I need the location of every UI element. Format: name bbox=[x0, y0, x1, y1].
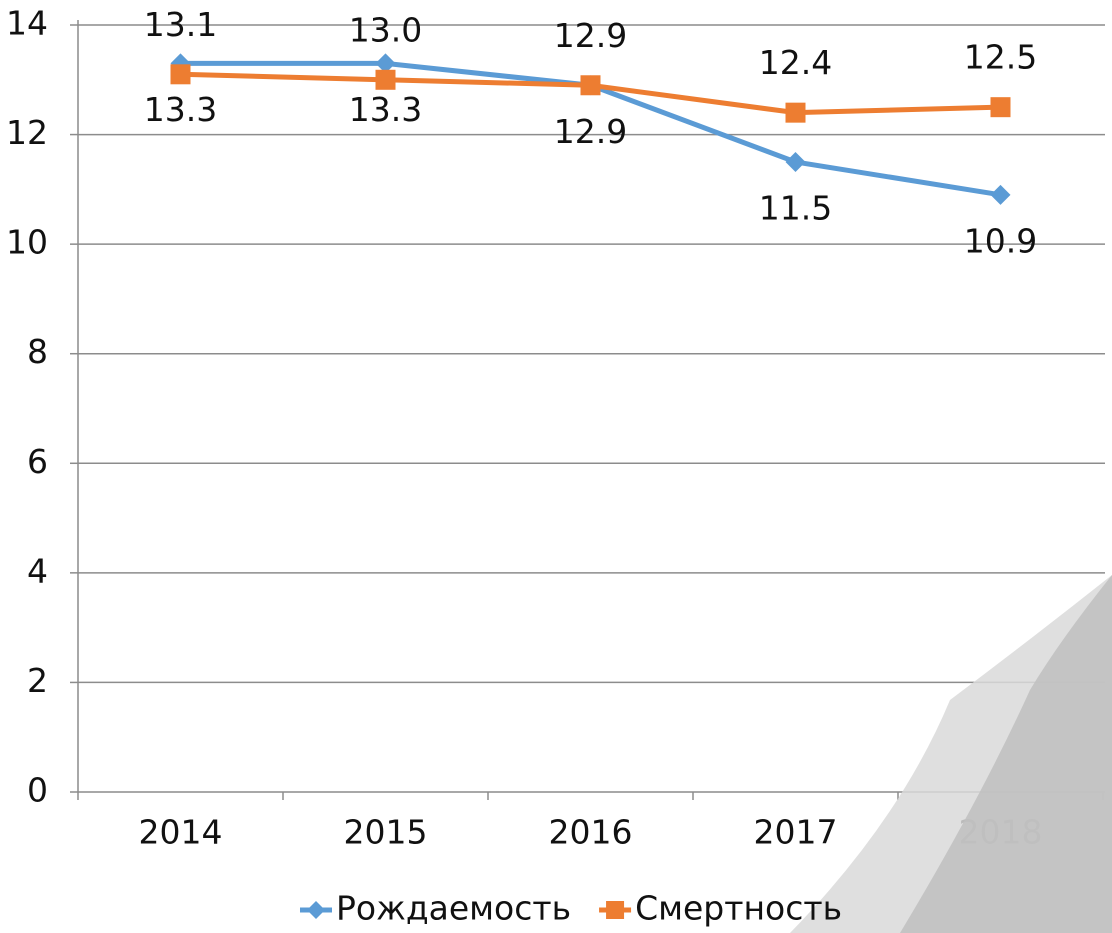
data-label: 12.9 bbox=[554, 112, 627, 151]
point bbox=[786, 152, 806, 172]
y-tick-label: 0 bbox=[27, 771, 48, 810]
data-label: 13.0 bbox=[349, 10, 422, 49]
data-label: 10.9 bbox=[964, 221, 1037, 260]
y-tick-label: 6 bbox=[27, 442, 48, 481]
data-label: 12.5 bbox=[964, 38, 1037, 77]
page-curl-decoration bbox=[790, 575, 1112, 933]
x-tick-label: 2016 bbox=[549, 813, 633, 852]
data-label: 13.3 bbox=[144, 90, 217, 129]
y-tick-label: 8 bbox=[27, 332, 48, 371]
data-label: 11.5 bbox=[759, 188, 832, 227]
y-tick-label: 14 bbox=[6, 4, 48, 43]
legend-marker bbox=[307, 901, 325, 919]
point bbox=[786, 103, 806, 123]
data-label: 12.4 bbox=[759, 43, 832, 82]
data-label: 12.9 bbox=[554, 16, 627, 55]
legend-label: Смертность bbox=[635, 889, 842, 928]
x-tick-label: 2014 bbox=[139, 813, 223, 852]
y-tick-label: 12 bbox=[6, 113, 48, 152]
y-tick-label: 10 bbox=[6, 223, 48, 262]
chart: 024681012142014201520162017201813.313.31… bbox=[0, 0, 1112, 933]
legend-marker bbox=[606, 901, 624, 919]
data-label: 13.3 bbox=[349, 90, 422, 129]
x-tick-label: 2015 bbox=[344, 813, 428, 852]
y-tick-label: 4 bbox=[27, 551, 48, 590]
point bbox=[376, 70, 396, 90]
point bbox=[171, 64, 191, 84]
x-tick-label: 2017 bbox=[754, 813, 838, 852]
point bbox=[581, 75, 601, 95]
point bbox=[991, 185, 1011, 205]
point bbox=[991, 97, 1011, 117]
data-label: 13.1 bbox=[144, 5, 217, 44]
page: {"chart_data": {"type": "line", "categor… bbox=[0, 0, 1112, 933]
y-tick-label: 2 bbox=[27, 661, 48, 700]
legend-label: Рождаемость bbox=[336, 889, 571, 928]
